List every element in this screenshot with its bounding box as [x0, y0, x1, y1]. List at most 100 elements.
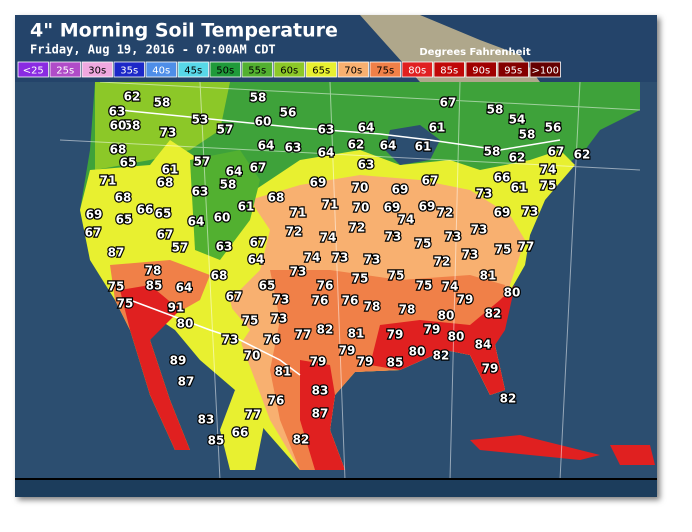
station-value: 87 [108, 246, 125, 260]
station-value: 79 [424, 323, 441, 337]
station-value: 64 [318, 146, 335, 160]
station-value: 79 [310, 355, 327, 369]
legend-label: 45s [184, 66, 202, 77]
station-value: 62 [124, 90, 141, 104]
station-value: 72 [286, 225, 303, 239]
station-value: 56 [280, 106, 297, 120]
station-value: 69 [86, 208, 103, 222]
station-value: 63 [285, 141, 302, 155]
station-value: 75 [388, 269, 405, 283]
station-value: 75 [415, 237, 432, 251]
legend-swatch [433, 61, 465, 78]
station-value: 63 [318, 123, 335, 137]
legend-swatch [305, 61, 337, 78]
station-value: 64 [358, 121, 375, 135]
station-value: 68 [115, 191, 132, 205]
station-value: 57 [194, 155, 211, 169]
legend-swatch [81, 61, 113, 78]
station-value: 57 [172, 241, 189, 255]
legend-swatch [401, 61, 433, 78]
legend-label: 65s [312, 66, 330, 77]
legend-label: 30s [88, 66, 106, 77]
station-value: 60 [110, 119, 127, 133]
station-value: 80 [504, 286, 521, 300]
station-value: 58 [484, 145, 501, 159]
legend-label: 35s [120, 66, 138, 77]
station-value: 77 [518, 240, 535, 254]
station-value: 63 [358, 158, 375, 172]
station-value: 78 [399, 303, 416, 317]
legend-swatch [113, 61, 145, 78]
station-value: 74 [398, 213, 415, 227]
legend-label: 75s [376, 66, 394, 77]
station-value: 79 [357, 355, 374, 369]
legend-label: 95s [504, 66, 522, 77]
legend-swatch [529, 61, 561, 78]
station-value: 78 [145, 264, 162, 278]
cuba [470, 435, 600, 460]
station-value: 74 [540, 163, 557, 177]
station-value: 82 [317, 323, 334, 337]
legend-label: 25s [56, 66, 74, 77]
units: Degrees Fahrenheit [419, 47, 530, 58]
station-value: 67 [157, 228, 174, 242]
station-value: 68 [157, 176, 174, 190]
station-value: 58 [487, 103, 504, 117]
station-value: 85 [146, 279, 163, 293]
station-value: 89 [170, 354, 187, 368]
station-value: 80 [177, 317, 194, 331]
bottom-strip [15, 478, 657, 480]
station-value: 75 [495, 243, 512, 257]
station-value: 64 [248, 253, 265, 267]
legend-swatch [465, 61, 497, 78]
hispaniola [610, 445, 655, 465]
station-value: 73 [222, 333, 239, 347]
legend-label: 80s [408, 66, 426, 77]
station-value: 77 [295, 328, 312, 342]
station-value: 68 [211, 269, 228, 283]
station-value: 63 [109, 105, 126, 119]
legend-swatch [241, 61, 273, 78]
station-value: 65 [155, 207, 172, 221]
legend-label: 60s [280, 66, 298, 77]
station-value: 69 [310, 176, 327, 190]
station-value: 82 [293, 433, 310, 447]
station-value: 70 [353, 201, 370, 215]
station-value: 75 [242, 314, 259, 328]
station-value: 72 [349, 221, 366, 235]
station-value: 67 [548, 145, 565, 159]
zone-80-se [370, 285, 515, 395]
station-value: 73 [160, 126, 177, 140]
border-mexico [129, 299, 301, 376]
station-value: 58 [220, 178, 237, 192]
station-value: 64 [188, 215, 205, 229]
station-value: 74 [442, 280, 459, 294]
zone-60 [95, 82, 230, 170]
zone-80-baja [120, 285, 190, 450]
legend-swatch [369, 61, 401, 78]
station-value: 70 [244, 349, 261, 363]
station-value: 73 [364, 253, 381, 267]
station-value: 81 [480, 269, 497, 283]
station-value: 69 [494, 206, 511, 220]
station-value: 62 [574, 148, 591, 162]
station-value: 76 [342, 294, 359, 308]
legend-swatch [209, 61, 241, 78]
station-value: 58 [124, 119, 141, 133]
station-value: 72 [434, 255, 451, 269]
station-value: 71 [322, 198, 339, 212]
station-value: 79 [457, 293, 474, 307]
station-value: 64 [176, 281, 193, 295]
station-value: 81 [275, 365, 292, 379]
station-value: 60 [214, 211, 231, 225]
great-lakes [385, 125, 440, 165]
station-value: 65 [120, 156, 137, 170]
station-value: 67 [422, 174, 439, 188]
station-value: 66 [232, 426, 249, 440]
station-value: 58 [154, 96, 171, 110]
station-value: 77 [245, 408, 262, 422]
station-value: 73 [462, 248, 479, 262]
